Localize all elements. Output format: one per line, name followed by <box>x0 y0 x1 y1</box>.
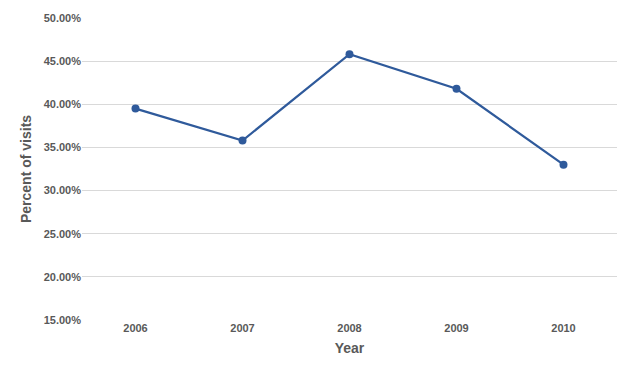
svg-text:25.00%: 25.00% <box>44 228 82 240</box>
svg-text:30.00%: 30.00% <box>44 184 82 196</box>
svg-text:50.00%: 50.00% <box>44 12 82 24</box>
svg-text:45.00%: 45.00% <box>44 55 82 67</box>
svg-text:20.00%: 20.00% <box>44 271 82 283</box>
svg-text:40.00%: 40.00% <box>44 98 82 110</box>
svg-text:2009: 2009 <box>444 322 468 334</box>
svg-text:2010: 2010 <box>551 322 575 334</box>
svg-text:2006: 2006 <box>123 322 147 334</box>
svg-text:Percent of visits: Percent of visits <box>18 115 34 223</box>
svg-text:2008: 2008 <box>337 322 361 334</box>
svg-text:35.00%: 35.00% <box>44 141 82 153</box>
svg-text:2007: 2007 <box>230 322 254 334</box>
svg-text:15.00%: 15.00% <box>44 314 82 326</box>
svg-text:Year: Year <box>335 340 365 356</box>
